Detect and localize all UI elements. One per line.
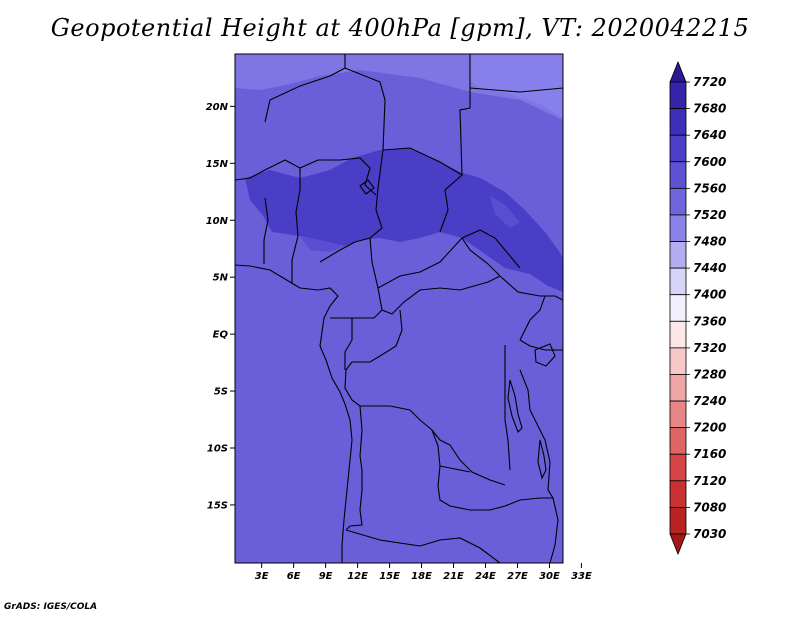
colorbar-segment bbox=[669, 507, 687, 535]
lake-malawi bbox=[537, 439, 547, 480]
lake-tanganyika bbox=[507, 379, 523, 433]
colorbar-segment bbox=[669, 214, 687, 242]
border-4 bbox=[235, 157, 377, 196]
colorbar-label: 7320 bbox=[693, 341, 726, 355]
colorbar-label: 7400 bbox=[693, 288, 726, 302]
colorbar-label: 7280 bbox=[693, 367, 726, 381]
colorbar-label: 7520 bbox=[693, 208, 726, 222]
lon-tick-label: 12E bbox=[347, 571, 368, 582]
border-14 bbox=[504, 345, 511, 471]
colorbar-label: 7440 bbox=[693, 261, 726, 275]
colorbar-label: 7160 bbox=[693, 447, 726, 461]
contour-7560-band-edge bbox=[300, 196, 520, 252]
lat-tick-label: 15N bbox=[206, 159, 229, 170]
border-21 bbox=[469, 87, 563, 93]
map-frame bbox=[234, 53, 564, 564]
colorbar-segment bbox=[669, 453, 687, 482]
height-contours bbox=[235, 54, 563, 292]
colorbar-bottom-arrow bbox=[669, 533, 687, 556]
colorbar-segment bbox=[669, 480, 687, 508]
lon-tick-label: 3E bbox=[255, 571, 269, 582]
contour-7520-northeast bbox=[470, 54, 563, 118]
border-13 bbox=[344, 318, 353, 370]
latitude-axis: 20N 15N 10N 5N EQ 5S 10S 15S bbox=[206, 102, 235, 511]
colorbar: 7720 7680 7640 7600 7560 7520 7480 7440 7400 7360… bbox=[669, 60, 726, 556]
colorbar-label: 7120 bbox=[693, 474, 726, 488]
border-11 bbox=[381, 275, 501, 315]
lat-tick-label: 20N bbox=[206, 102, 229, 113]
border-12 bbox=[344, 309, 506, 486]
coastline-west bbox=[235, 264, 353, 563]
lat-tick-label: 15S bbox=[207, 500, 228, 511]
lon-tick-label: 15E bbox=[379, 571, 400, 582]
border-3 bbox=[264, 67, 346, 123]
border-15 bbox=[345, 405, 363, 531]
colorbar-segment bbox=[669, 267, 687, 296]
lon-tick-label: 9E bbox=[319, 571, 333, 582]
border-9 bbox=[439, 174, 463, 233]
border-8 bbox=[377, 237, 563, 301]
lon-tick-label: 27E bbox=[507, 571, 528, 582]
colorbar-label: 7240 bbox=[693, 394, 726, 408]
colorbar-segment bbox=[669, 400, 687, 429]
border-5 bbox=[291, 168, 301, 284]
contour-7600-band bbox=[245, 148, 563, 292]
colorbar-label: 7200 bbox=[693, 421, 726, 435]
colorbar-label: 7560 bbox=[693, 181, 726, 195]
colorbar-top-arrow bbox=[669, 60, 687, 83]
colorbar-segment bbox=[669, 134, 687, 163]
colorbar-label: 7480 bbox=[693, 235, 726, 249]
lon-tick-label: 33E bbox=[571, 571, 592, 582]
lon-tick-label: 6E bbox=[287, 571, 301, 582]
lon-tick-label: 18E bbox=[411, 571, 432, 582]
colorbar-segment bbox=[669, 161, 687, 189]
border-19 bbox=[519, 295, 563, 351]
colorbar-label: 7360 bbox=[693, 314, 726, 328]
map-background bbox=[235, 54, 563, 563]
country-borders bbox=[235, 54, 563, 563]
lon-tick-label: 30E bbox=[539, 571, 560, 582]
border-20 bbox=[519, 369, 559, 563]
colorbar-label: 7080 bbox=[693, 500, 726, 514]
colorbar-label: 7600 bbox=[693, 155, 726, 169]
credit-label: GrADS: IGES/COLA bbox=[4, 602, 98, 612]
lat-tick-label: EQ bbox=[213, 330, 229, 341]
border-16 bbox=[431, 429, 553, 511]
border-17 bbox=[439, 465, 471, 473]
border-7 bbox=[319, 237, 371, 263]
border-1 bbox=[330, 54, 386, 319]
colorbar-label: 7680 bbox=[693, 102, 726, 116]
colorbar-segment bbox=[669, 187, 687, 216]
colorbar-segment bbox=[669, 108, 687, 136]
longitude-axis: 3E 6E 9E 12E 15E 18E 21E 24E 27E 30E 33E bbox=[255, 563, 592, 582]
lake-victoria bbox=[534, 343, 556, 367]
border-6 bbox=[263, 197, 269, 264]
lon-tick-label: 21E bbox=[443, 571, 464, 582]
colorbar-label: 7030 bbox=[693, 527, 726, 541]
colorbar-segment bbox=[669, 347, 687, 375]
colorbar-label: 7640 bbox=[693, 128, 726, 142]
border-18 bbox=[345, 529, 501, 563]
colorbar-segment bbox=[669, 427, 687, 455]
colorbar-segment bbox=[669, 241, 687, 269]
colorbar-segment bbox=[669, 81, 687, 109]
lat-tick-label: 5N bbox=[213, 273, 229, 284]
colorbar-label: 7720 bbox=[693, 75, 726, 89]
lat-tick-label: 5S bbox=[214, 387, 228, 398]
chart-title: Geopotential Height at 400hPa [gpm], VT:… bbox=[50, 14, 750, 42]
lon-tick-label: 24E bbox=[475, 571, 496, 582]
lake-chad bbox=[359, 179, 375, 195]
colorbar-segment bbox=[669, 374, 687, 402]
map-panel bbox=[234, 53, 564, 564]
lat-tick-label: 10S bbox=[207, 443, 228, 454]
colorbar-segment bbox=[669, 320, 687, 349]
lat-tick-label: 10N bbox=[206, 216, 229, 227]
border-10 bbox=[461, 229, 521, 269]
colorbar-segment bbox=[669, 294, 687, 322]
